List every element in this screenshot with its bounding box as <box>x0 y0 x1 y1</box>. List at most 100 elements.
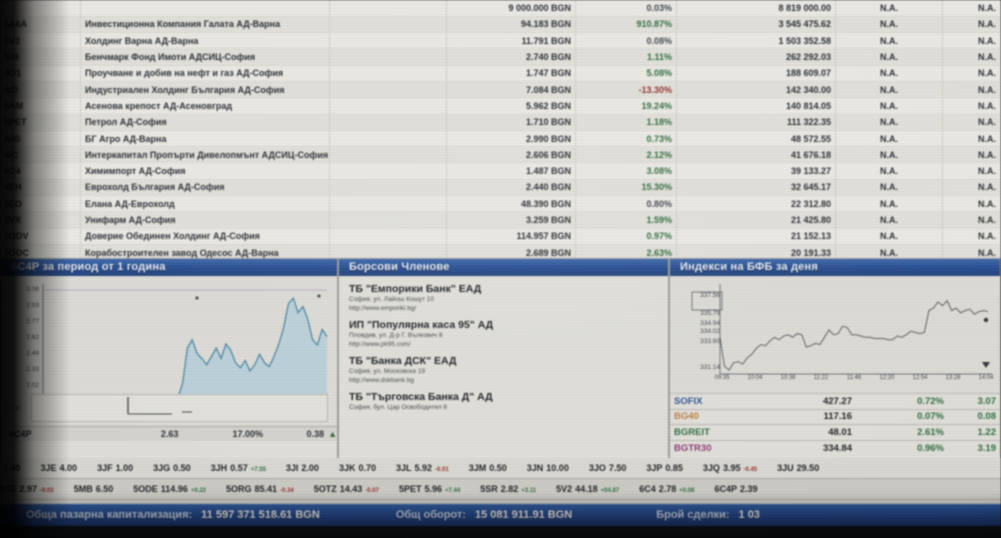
table-row[interactable]: 5V2 Холдинг Варна АД-Варна 11.791 BGN 0.08%… <box>0 32 1001 50</box>
ticker-item[interactable]: 3JN 10.00 <box>527 463 569 473</box>
table-row[interactable]: 5ODV Доверие Обединен Холдинг АД-София 114… <box>0 228 1001 245</box>
table-row[interactable]: 4IC Интеркапитал Пропърти Дивелопмънт АДС… <box>0 146 1001 164</box>
ticker-item[interactable]: 5PET 5.96 +7.44 <box>399 484 460 494</box>
ticker-item[interactable]: 3JF 1.00 <box>97 463 133 473</box>
table-row[interactable]: 4ID Индустриален Холдинг България АД-Софи… <box>0 81 1001 99</box>
ticker-item[interactable]: 6C4P 2.39 <box>714 484 757 494</box>
ticker-symbol: 5PET <box>398 484 422 494</box>
member-url[interactable]: http://www.pk95.com/ <box>349 340 411 348</box>
ticker-item[interactable]: 3JQ 3.95 -0.45 <box>703 463 757 473</box>
x-tick-label: 12:20 <box>879 375 895 381</box>
indices-panel[interactable]: Индекси на БФБ за деня ◆ SOFIX <box>669 258 1001 458</box>
ticker-item[interactable]: 3JG 0.50 <box>153 463 191 473</box>
table-row[interactable]: 9 000.000 BGN 0.03% 8 819 000.00 N.A. N.A. <box>0 0 1001 17</box>
ticker-symbol: 5ORG <box>226 484 252 494</box>
index-row[interactable]: BGREIT 48.01 2.61% 1.22 <box>670 424 1000 440</box>
x-tick-label: 12:54 <box>912 375 928 381</box>
member-url[interactable]: http://www.dskbank.bg <box>349 376 415 384</box>
ticker-item[interactable]: 5ODE 114.96 +0.22 <box>133 484 206 494</box>
table-row[interactable]: A00 БГ Агро АД-Варна 2.990 BGN 0.73% 48 572.… <box>0 130 1001 148</box>
table-row[interactable]: 5VX Унифарм АД-София 3.259 BGN 1.59% 21 425.… <box>0 211 1001 229</box>
ticker-item[interactable]: 5OTZ 14.43 -0.07 <box>314 484 379 494</box>
ticker-item[interactable]: 3JP 0.85 <box>646 463 683 473</box>
cell-turnover: 22 312.80 <box>676 195 836 213</box>
cell-change-pct: 0.03% <box>575 0 677 17</box>
cell-symbol: A00 <box>0 130 81 148</box>
table-row[interactable]: 6C4 Химимпорт АД-София 1.487 BGN 3.08% 39 13… <box>0 162 1001 180</box>
cell-symbol: 4ID <box>0 81 81 99</box>
ticker-item[interactable]: 5SR 2.82 +3.11 <box>480 484 536 494</box>
ticker-item[interactable]: 3JM 0.50 <box>469 463 507 473</box>
index-row[interactable]: BG40 117.16 0.07% 0.08 <box>670 408 1000 425</box>
y-tick-label: 2.62 <box>26 334 39 341</box>
stock-chart-body[interactable]: ◆ 6C4P 3.082.93 <box>1 276 337 458</box>
cell-last-price: 9 000.000 BGN <box>446 0 576 17</box>
cell-ask: N.A. <box>942 48 1001 66</box>
cell-issuer: Доверие Обединен Холдинг АД-София <box>80 228 330 245</box>
cell-last-price: 11.791 BGN <box>446 32 576 50</box>
exchange-members-panel[interactable]: Борсови Членове ТБ "Емпорики Банк" ЕАД Со… <box>338 258 669 458</box>
member-item[interactable]: ТБ "Търговска Банка Д" АД София, бул. Цар… <box>349 391 660 413</box>
table-row[interactable]: 4EH Еврохолд България АД-София 2.440 BGN 15… <box>0 179 1001 197</box>
member-address: София, ул. Московска 19 <box>349 368 426 375</box>
cell-symbol: 5PET <box>0 114 81 131</box>
stock-chart-footer[interactable]: 6C4P 2.63 17.00% 0.38 ▲ <box>1 426 337 441</box>
ticker-strip[interactable]: 1.40 3JE 4.00 3JF 1.00 3JG 0.50 3JH 0.57 +7.55 3JI… <box>0 458 1001 504</box>
cell-change-pct: 5.08% <box>575 65 677 82</box>
ticker-symbol: 3JO <box>588 463 606 473</box>
ticker-item[interactable]: 5MB 6.50 <box>74 484 114 494</box>
ticker-row-2[interactable]: 5TE 2.97 -0.02 5MB 6.50 5ODE 114.96 +0.22 5ORG 85… <box>0 479 1001 500</box>
ticker-item[interactable]: 3JK 0.70 <box>339 463 376 473</box>
table-row[interactable]: 5PET Петрол АД-София 1.710 BGN 1.18% 111 322… <box>0 114 1001 131</box>
chart-footer-last-price: 2.63 <box>160 429 179 439</box>
cell-issuer <box>80 0 330 17</box>
table-row[interactable]: 4O1 Проучване и добив на нефт и газ АД-Со… <box>0 65 1001 82</box>
ticker-item[interactable]: 1.40 <box>0 463 21 473</box>
ticker-item[interactable]: 3JI 2.00 <box>286 463 319 473</box>
cell-spacer <box>329 162 447 180</box>
member-item[interactable]: ИП "Популярна каса 95" АД Пловдив, ул. Д-… <box>349 319 660 349</box>
table-row[interactable]: 5EO Елана АД-Еврохолд 48.390 BGN 0.80% 22 31… <box>0 195 1001 213</box>
table-row[interactable]: 6A6A Инвестиционна Компания Галата АД-Вар… <box>0 16 1001 34</box>
member-item[interactable]: ТБ "Емпорики Банк" ЕАД София, ул. Лайош К… <box>349 283 660 313</box>
cell-symbol: 4IC <box>0 146 81 164</box>
ticker-item[interactable]: 3JL 5.92 -0.01 <box>396 463 449 473</box>
ticker-item[interactable]: 6C4 2.78 +0.08 <box>639 484 694 494</box>
table-row[interactable]: 5J9 Бенчмарк Фонд Имоти АДСИЦ-София 2.740 … <box>0 48 1001 66</box>
cell-symbol: 5ODV <box>0 228 81 245</box>
quote-table-panel[interactable]: 9 000.000 BGN 0.03% 8 819 000.00 N.A. N.A. 6A… <box>0 0 1001 294</box>
screen-bezel-bottom <box>0 526 1001 538</box>
cell-issuer: Еврохолд България АД-София <box>80 179 330 197</box>
ticker-item[interactable]: 5TE 2.97 -0.02 <box>0 484 54 494</box>
cell-change-pct: 1.11% <box>575 48 677 66</box>
stock-chart-volume-subplot <box>31 394 328 422</box>
cell-spacer <box>329 114 447 131</box>
index-row[interactable]: SOFIX 427.27 0.72% 3.07 <box>670 393 1000 409</box>
ticker-item[interactable]: 3JO 7.50 <box>589 463 627 473</box>
indices-table[interactable]: SOFIX 427.27 0.72% 3.07 BG40 117.16 0.07% 0.08 B… <box>670 393 1000 456</box>
cell-turnover: 21 152.13 <box>676 228 836 245</box>
cell-issuer: БГ Агро АД-Варна <box>80 130 330 148</box>
table-row[interactable]: 6AM Асенова крепост АД-Асеновград 5.962 BG… <box>0 97 1001 115</box>
ticker-row-1[interactable]: 1.40 3JE 4.00 3JF 1.00 3JG 0.50 3JH 0.57 +7.55 3JI… <box>0 458 1001 479</box>
quote-table[interactable]: 9 000.000 BGN 0.03% 8 819 000.00 N.A. N.A. 6A… <box>0 0 1001 294</box>
cell-change-pct: 15.30% <box>575 179 677 197</box>
member-url[interactable]: http://www.emporiki.bg/ <box>349 304 417 312</box>
ticker-item[interactable]: 5ORG 85.41 -0.34 <box>226 484 294 494</box>
ticker-item[interactable]: 5V2 44.18 +04.87 <box>556 484 619 494</box>
stock-chart-area[interactable]: ◆ 6C4P 3.082.93 <box>1 276 337 426</box>
member-item[interactable]: ТБ "Банка ДСК" ЕАД София, ул. Московска 1… <box>349 355 660 385</box>
ticker-item[interactable]: 3JU 29.50 <box>777 463 819 473</box>
cell-bid: N.A. <box>835 114 943 131</box>
cell-last-price: 5.962 BGN <box>446 97 576 115</box>
cell-change-pct: -13.30% <box>575 81 677 99</box>
cell-spacer <box>329 211 447 229</box>
ticker-item[interactable]: 3JE 4.00 <box>41 463 78 473</box>
exchange-members-list[interactable]: ТБ "Емпорики Банк" ЕАД София, ул. Лайош К… <box>339 276 668 413</box>
exchange-members-body[interactable]: ТБ "Емпорики Банк" ЕАД София, ул. Лайош К… <box>339 276 668 458</box>
stock-chart-panel[interactable]: 6C4P за период от 1 година ◆ 6C4P <box>0 258 338 458</box>
index-row[interactable]: BGTR30 334.84 0.96% 3.19 <box>670 439 1000 456</box>
ticker-item[interactable]: 3JH 0.57 +7.55 <box>211 463 266 473</box>
